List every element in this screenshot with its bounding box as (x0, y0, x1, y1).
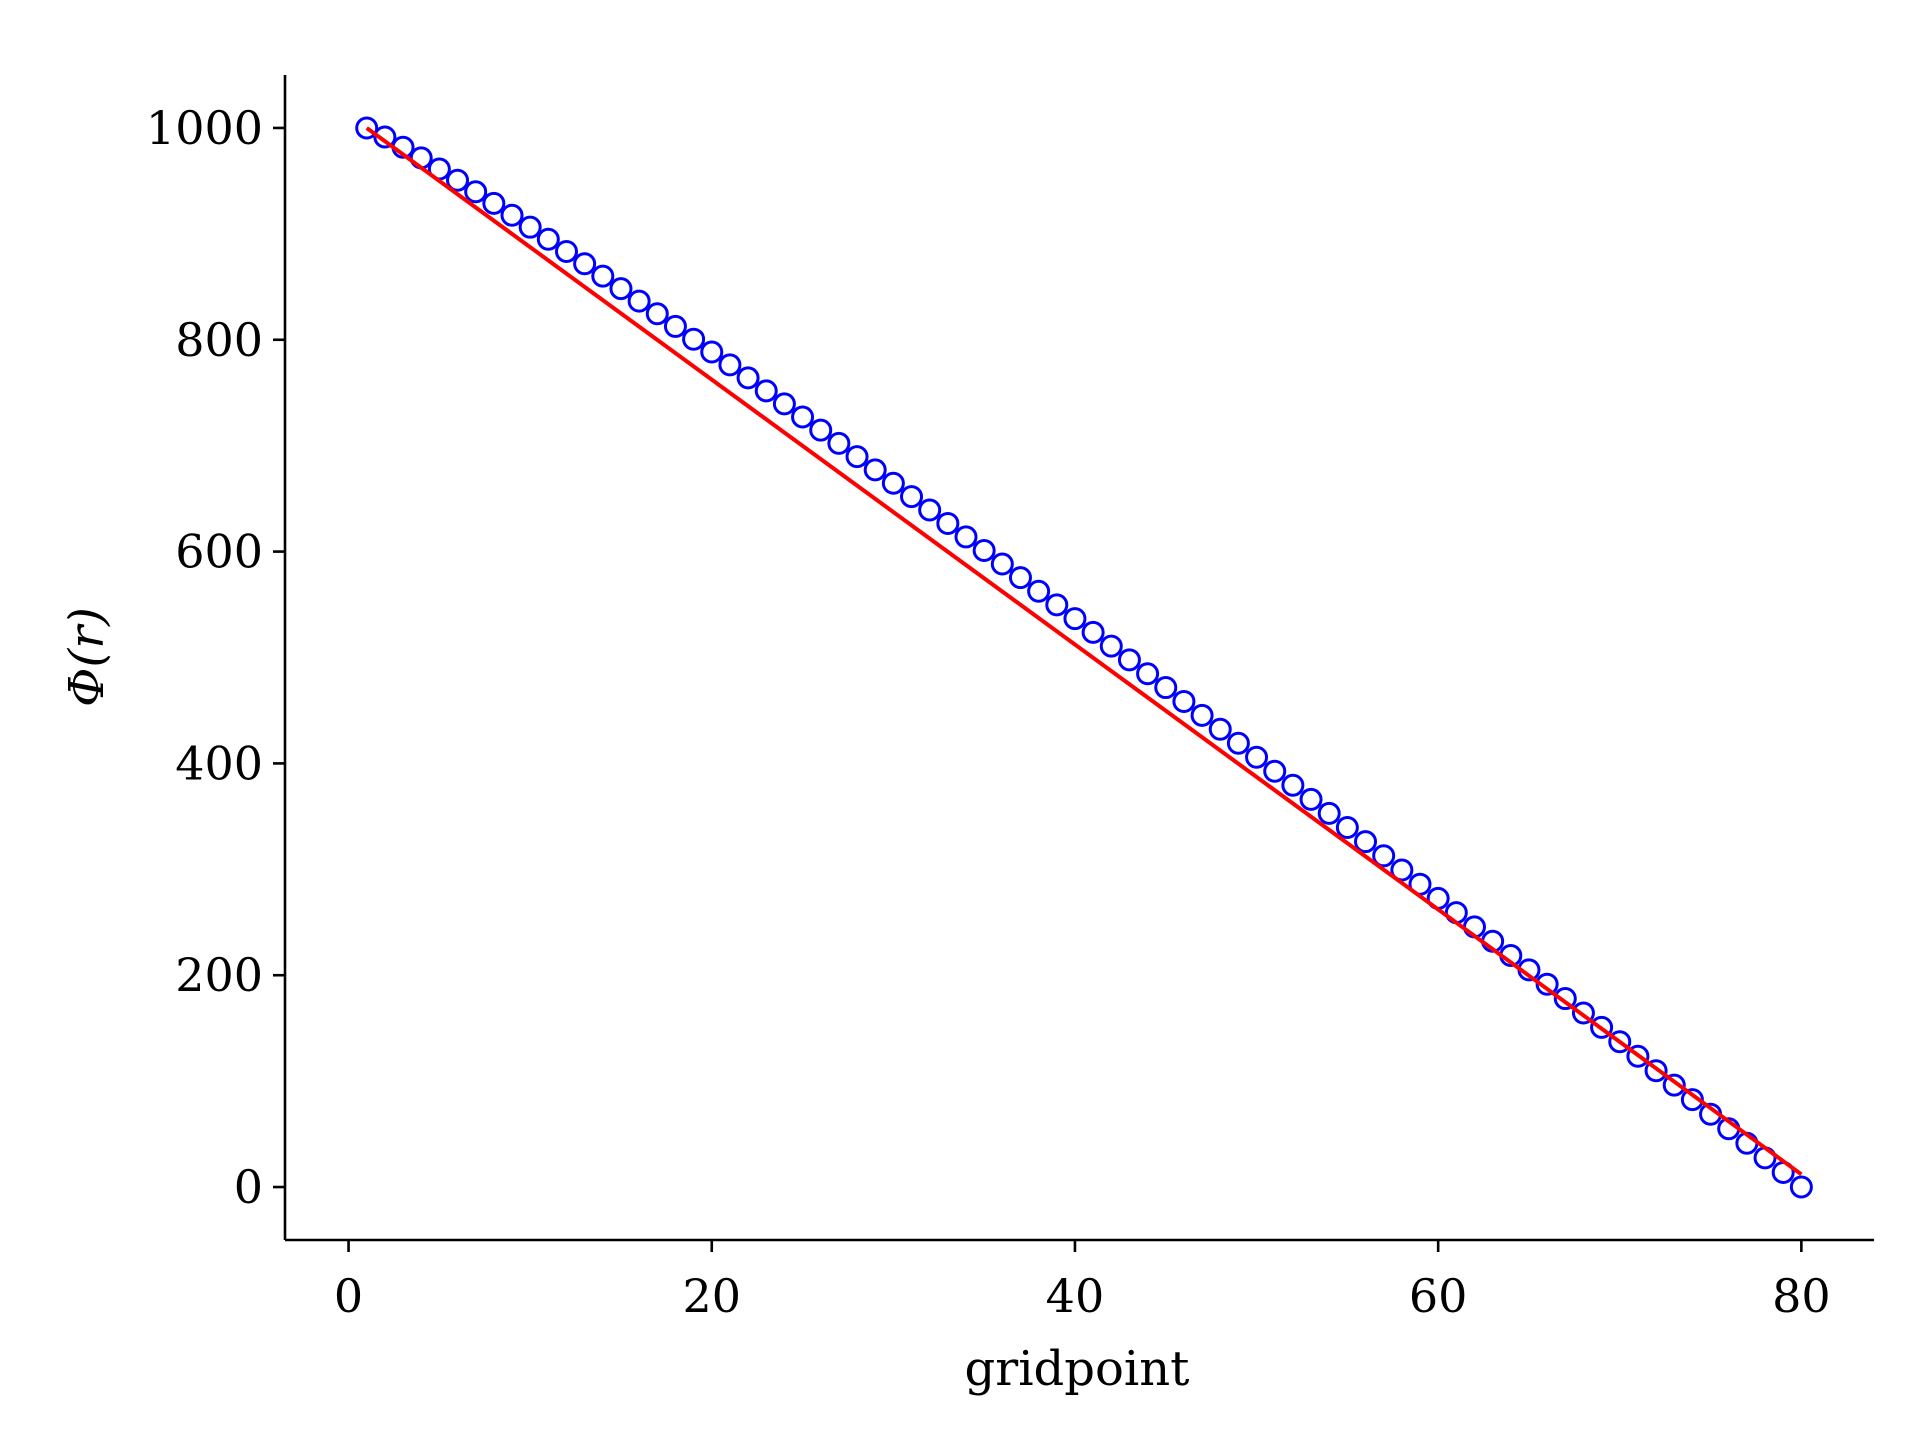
x-ticks: 0 20 40 60 80 (334, 1240, 1831, 1323)
y-tick-label-2: 400 (175, 736, 263, 790)
series-0-point-71 (1644, 1059, 1668, 1083)
series-0-point-5 (446, 168, 470, 192)
series-0-point-69 (1608, 1030, 1632, 1054)
series-0-point-25 (809, 418, 833, 442)
series-0-point-79 (1789, 1175, 1813, 1199)
series-0-point-15 (627, 289, 651, 313)
series-0-point-44 (1154, 676, 1178, 700)
series-0-point-1 (373, 125, 397, 149)
y-ticks: 0 200 400 600 800 1000 (146, 101, 285, 1214)
series-0-point-46 (1190, 703, 1214, 727)
series-0-point-55 (1354, 830, 1378, 854)
series-0-point-6 (464, 180, 488, 204)
series-0-point-41 (1099, 634, 1123, 658)
series-0-point-53 (1317, 801, 1341, 825)
series-0-point-16 (645, 302, 669, 326)
y-axis-label: Φ(r) (59, 607, 115, 707)
series-0-point-26 (827, 431, 851, 455)
series-0-point-18 (682, 327, 706, 351)
series-0-point-17 (663, 314, 687, 338)
series-0-point-38 (1045, 593, 1069, 617)
series-0-point-10 (536, 227, 560, 251)
series-0-point-34 (972, 538, 996, 562)
series-0-point-35 (990, 552, 1014, 576)
series-0-point-30 (900, 485, 924, 509)
series-0-point-49 (1245, 745, 1269, 769)
series-1-line (365, 126, 1803, 1176)
series-0-point-11 (554, 239, 578, 263)
series-0-point-24 (791, 405, 815, 429)
y-tick-label-4: 800 (175, 313, 263, 367)
series-0-point-14 (609, 277, 633, 301)
series-0-point-32 (936, 511, 960, 535)
series-0-point-19 (700, 340, 724, 364)
x-tick-label-3: 60 (1409, 1269, 1468, 1323)
series-0-point-36 (1008, 566, 1032, 590)
series-0-point-66 (1553, 987, 1577, 1011)
series-0-point-21 (736, 366, 760, 390)
x-tick-label-1: 20 (682, 1269, 741, 1323)
y-tick-label-0: 0 (234, 1160, 263, 1214)
series-0-point-70 (1626, 1044, 1650, 1068)
series-0-point-68 (1590, 1015, 1614, 1039)
series-0-point-39 (1063, 607, 1087, 631)
series-0-point-67 (1571, 1001, 1595, 1025)
series-0-point-48 (1226, 731, 1250, 755)
series-0-point-43 (1136, 662, 1160, 686)
y-tick-label-3: 600 (175, 525, 263, 579)
plot-area: 0 20 40 60 80 0 200 400 600 800 1000 (146, 75, 1874, 1323)
series-0-point-9 (518, 215, 542, 239)
y-tick-label-1: 200 (175, 948, 263, 1002)
series-0-point-13 (591, 264, 615, 288)
series-0-point-40 (1081, 620, 1105, 644)
y-tick-label-5: 1000 (146, 101, 263, 155)
series-0-point-12 (573, 252, 597, 276)
series-0-point-65 (1535, 972, 1559, 996)
series-0-point-72 (1662, 1073, 1686, 1097)
series-0-point-45 (1172, 689, 1196, 713)
series-0-point-20 (718, 353, 742, 377)
x-tick-label-2: 40 (1046, 1269, 1105, 1323)
series-0-point-28 (863, 458, 887, 482)
series-0-point-29 (881, 471, 905, 495)
series-0-point-37 (1027, 579, 1051, 603)
series-0-point-23 (772, 392, 796, 416)
series-0-point-22 (754, 379, 778, 403)
series-0-point-8 (500, 203, 524, 227)
series-0-point-57 (1390, 858, 1414, 882)
x-tick-label-4: 80 (1772, 1269, 1831, 1323)
series-0-point-54 (1335, 816, 1359, 840)
series-layer (355, 116, 1813, 1199)
series-0-point-31 (918, 498, 942, 522)
series-0-point-27 (845, 445, 869, 469)
series-0-point-56 (1372, 844, 1396, 868)
x-tick-label-0: 0 (334, 1269, 363, 1323)
series-0-point-7 (482, 191, 506, 215)
series-0-point-73 (1680, 1088, 1704, 1112)
series-0-point-42 (1117, 648, 1141, 672)
series-0-point-51 (1281, 773, 1305, 797)
series-0-point-0 (355, 116, 379, 140)
x-axis-label: gridpoint (965, 1341, 1190, 1397)
series-0-point-33 (954, 525, 978, 549)
series-0-point-47 (1208, 717, 1232, 741)
series-0-point-50 (1263, 759, 1287, 783)
series-0-point-52 (1299, 787, 1323, 811)
